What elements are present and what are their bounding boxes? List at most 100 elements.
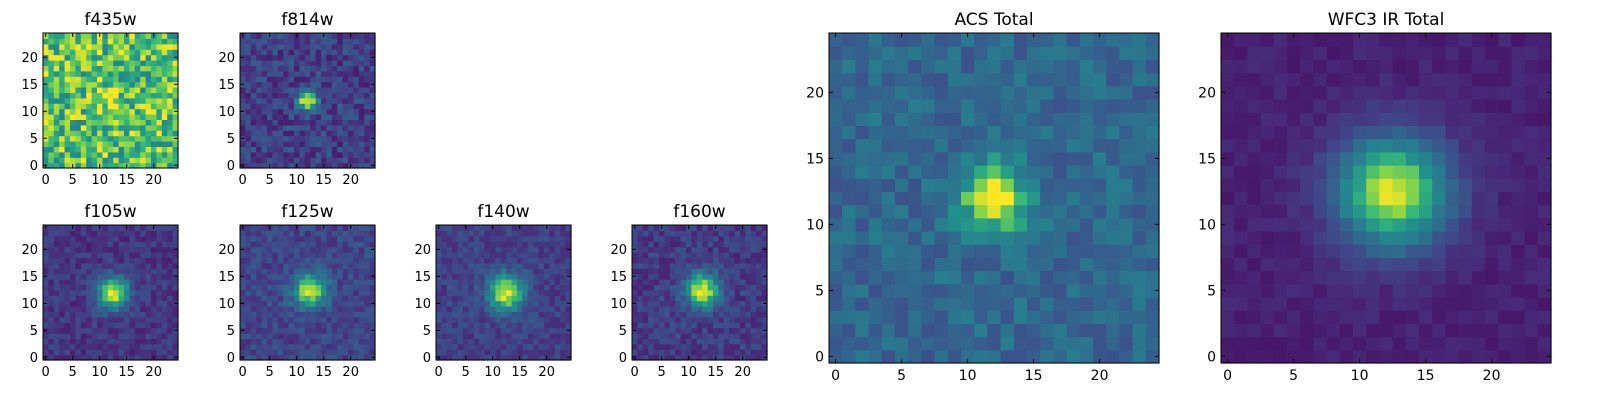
heatmap-cell <box>172 103 179 110</box>
heatmap-cell <box>1524 323 1539 338</box>
heatmap-cell <box>881 244 896 258</box>
heatmap-cell <box>310 97 317 104</box>
heatmap-cell <box>565 295 572 302</box>
heatmap-cell <box>48 135 55 142</box>
heatmap-cell <box>637 257 644 264</box>
heatmap-cell <box>97 300 103 307</box>
heatmap-cell <box>369 316 376 323</box>
heatmap-cell <box>326 225 333 231</box>
heatmap-cell <box>1013 257 1028 272</box>
heatmap-cell <box>868 138 883 153</box>
heatmap-cell <box>364 130 371 137</box>
heatmap-cell <box>934 46 949 60</box>
heatmap-cell <box>527 295 534 302</box>
heatmap-cell <box>1106 138 1120 153</box>
heatmap-cell <box>80 225 87 231</box>
heatmap-cell <box>921 99 936 113</box>
heatmap-cell <box>1471 349 1486 364</box>
heatmap-cell <box>358 151 365 158</box>
heatmap-cell <box>124 76 130 83</box>
heatmap-cell <box>1432 165 1446 179</box>
heatmap-cell <box>337 273 344 280</box>
heatmap-cell <box>80 70 87 77</box>
heatmap-cell <box>161 273 168 280</box>
heatmap-cell <box>441 273 448 280</box>
heatmap-cell <box>267 119 273 126</box>
heatmap-cell <box>59 135 66 142</box>
heatmap-cell <box>134 81 141 88</box>
heatmap-cell <box>304 273 311 280</box>
heatmap-cell <box>881 191 896 206</box>
heatmap-cell <box>304 97 311 104</box>
heatmap-cell <box>53 54 60 61</box>
heatmap-cell <box>167 343 174 350</box>
heatmap-cell <box>723 322 730 329</box>
heatmap-cell <box>53 151 60 158</box>
heatmap-cell <box>659 262 665 269</box>
heatmap-cell <box>91 327 98 334</box>
heatmap-cell <box>1537 191 1552 206</box>
heatmap-cell <box>272 235 279 242</box>
y-tick-label: 0 <box>423 351 431 366</box>
heatmap-cell <box>240 38 246 45</box>
heatmap-cell <box>256 295 263 302</box>
heatmap-cell <box>113 49 120 56</box>
heatmap-cell <box>961 178 975 192</box>
heatmap-cell <box>326 241 333 248</box>
heatmap-cell <box>369 43 376 50</box>
heatmap-cell <box>1419 217 1433 232</box>
heatmap-cell <box>145 235 152 242</box>
heatmap-cell <box>91 65 98 72</box>
heatmap-cell <box>686 252 692 258</box>
heatmap-cell <box>554 349 561 356</box>
heatmap-cell <box>358 130 365 137</box>
heatmap-cell <box>934 85 949 100</box>
heatmap-cell <box>118 135 125 142</box>
heatmap-cell <box>315 157 322 164</box>
heatmap-cell <box>59 343 66 350</box>
heatmap-cell <box>653 354 660 361</box>
heatmap-cell <box>167 252 174 258</box>
heatmap-cell <box>321 338 327 345</box>
heatmap-cell <box>1079 151 1094 166</box>
heatmap-cell <box>1027 217 1041 232</box>
heatmap-cell <box>745 235 752 242</box>
heatmap-cell <box>288 92 295 99</box>
heatmap-cell <box>331 279 338 285</box>
heatmap-cell <box>342 246 349 253</box>
heatmap-cell <box>446 333 453 339</box>
heatmap-cell <box>511 273 518 280</box>
heatmap-cell <box>538 284 545 291</box>
heatmap-cell <box>648 311 655 318</box>
heatmap-cell <box>151 316 157 323</box>
heatmap-cell <box>331 157 338 164</box>
heatmap-cell <box>1485 257 1499 272</box>
heatmap-cell <box>1432 297 1446 311</box>
heatmap-cell <box>353 246 360 253</box>
heatmap-cell <box>140 60 147 66</box>
heatmap-cell <box>304 135 311 142</box>
heatmap-cell <box>261 300 268 307</box>
heatmap-cell <box>511 295 518 302</box>
heatmap-cell <box>855 125 870 140</box>
heatmap-cell <box>156 76 163 83</box>
heatmap-cell <box>855 85 870 100</box>
heatmap-cell <box>140 273 147 280</box>
heatmap-cell <box>75 289 82 296</box>
heatmap-cell <box>648 333 655 339</box>
heatmap-cell <box>151 97 157 104</box>
heatmap-cell <box>277 349 284 356</box>
heatmap-cell <box>842 244 856 258</box>
heatmap-cell <box>1353 283 1367 298</box>
heatmap-cell <box>256 284 263 291</box>
heatmap-cell <box>140 333 147 339</box>
heatmap-cell <box>648 289 655 296</box>
heatmap-cell <box>1027 99 1041 113</box>
heatmap-cell <box>745 252 752 258</box>
heatmap-cell <box>457 246 464 253</box>
heatmap-cell <box>1458 310 1473 324</box>
heatmap-cell <box>310 43 317 50</box>
heatmap-cell <box>1511 257 1526 272</box>
heatmap-cell <box>1287 244 1301 258</box>
heatmap-cell <box>452 279 459 285</box>
